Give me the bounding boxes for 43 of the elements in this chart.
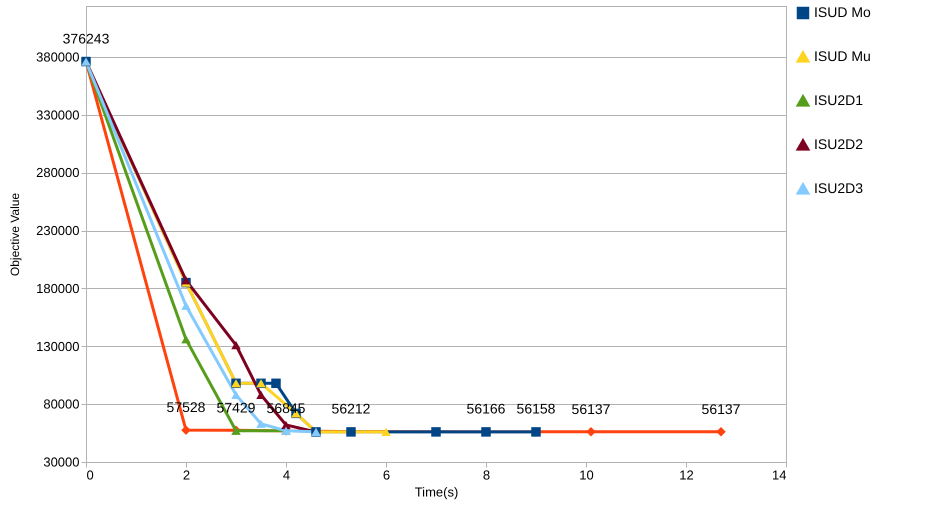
- x-tick-label: 10: [579, 468, 594, 482]
- point: [716, 427, 726, 436]
- legend-label: ISU2D3: [814, 180, 864, 196]
- x-tick-label: 12: [679, 468, 694, 482]
- point: [381, 428, 391, 436]
- x-tick-label: 4: [282, 468, 290, 482]
- point: [281, 420, 291, 430]
- point: [586, 427, 596, 436]
- y-tick-label: 380000: [36, 49, 80, 64]
- x-axis-title: Time(s): [414, 484, 458, 500]
- y-tick-label: 330000: [36, 107, 80, 122]
- point: [181, 276, 191, 284]
- y-tick-label: 80000: [43, 396, 80, 412]
- data-label: 56212: [332, 400, 371, 417]
- point: [271, 378, 281, 388]
- legend-label: ISUD Mo: [814, 4, 871, 20]
- point: [256, 420, 266, 428]
- point: [181, 425, 191, 435]
- x-tick-label: 8: [482, 468, 490, 482]
- point: [181, 302, 191, 310]
- y-tick-label: 130000: [36, 338, 80, 354]
- point: [181, 335, 191, 344]
- data-label: 56137: [702, 400, 741, 417]
- y-tick-label: 230000: [36, 223, 80, 238]
- data-label: 56158: [516, 400, 556, 417]
- x-tick-label: 6: [382, 468, 390, 482]
- point: [256, 390, 266, 399]
- legend-label: ISU2D1: [814, 92, 864, 108]
- point: [231, 390, 241, 399]
- legend-label: ISUD Mu: [814, 48, 871, 64]
- y-axis-title: Objective Value: [8, 192, 22, 276]
- point: [231, 341, 241, 350]
- y-tick-label: 280000: [36, 165, 80, 180]
- x-tick-label: 14: [772, 468, 786, 482]
- data-label: 56137: [572, 400, 611, 417]
- x-tick-label: 0: [86, 468, 94, 482]
- data-label: 56166: [466, 400, 506, 417]
- legend-label: ISU2D2: [814, 136, 864, 152]
- point: [431, 427, 441, 437]
- x-tick-label: 2: [182, 468, 190, 482]
- y-tick-label: 30000: [43, 454, 80, 470]
- y-tick-label: 180000: [36, 280, 80, 296]
- data-label: 376243: [62, 30, 110, 46]
